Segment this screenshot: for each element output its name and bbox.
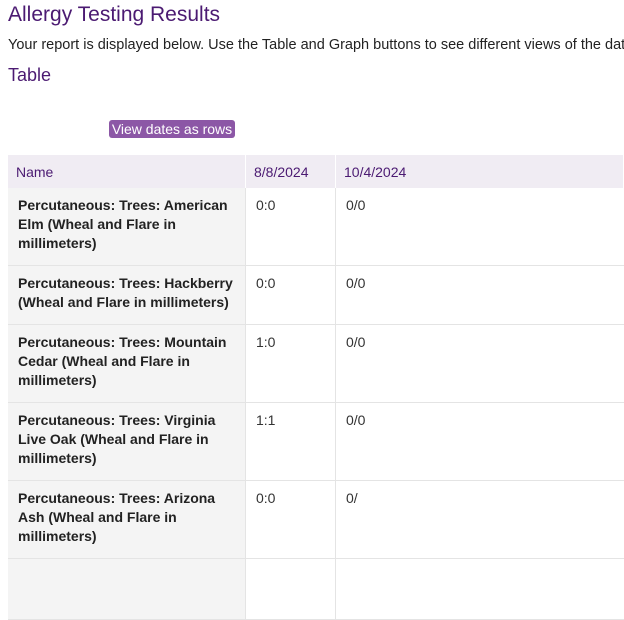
table-row [8, 558, 624, 620]
result-cell: 1:0 [245, 324, 336, 403]
view-toggle-button[interactable]: View dates as rows [109, 120, 235, 138]
allergen-name: Percutaneous: Trees: Hackberry (Wheal an… [8, 265, 246, 325]
section-title: Table [8, 65, 52, 85]
result-cell: 1:1 [245, 402, 336, 481]
empty-cell [335, 558, 624, 620]
result-cell: 0:0 [245, 480, 336, 559]
column-header: 8/8/2024 [245, 155, 336, 188]
result-cell: 0/0 [335, 324, 624, 403]
allergen-name: Percutaneous: Trees: American Elm (Wheal… [8, 188, 246, 266]
page: Allergy Testing Results Your report is d… [8, 3, 624, 620]
column-header: 10/4/2024 [335, 155, 624, 188]
table-row: Percutaneous: Trees: American Elm (Wheal… [8, 188, 624, 266]
allergen-name: Percutaneous: Trees: Virginia Live Oak (… [8, 402, 246, 481]
result-cell: 0/0 [335, 188, 624, 266]
result-cell: 0/0 [335, 265, 624, 325]
table-row: Percutaneous: Trees: Virginia Live Oak (… [8, 402, 624, 481]
table-head: Name 8/8/2024 10/4/2024 [8, 155, 624, 188]
result-cell: 0/0 [335, 402, 624, 481]
page-title: Allergy Testing Results [8, 3, 221, 26]
result-cell: 0/ [335, 480, 624, 559]
header-row: Name 8/8/2024 10/4/2024 [8, 155, 624, 188]
table-body: Percutaneous: Trees: American Elm (Wheal… [8, 188, 624, 620]
table-row: Percutaneous: Trees: Hackberry (Wheal an… [8, 265, 624, 325]
allergen-name: Percutaneous: Trees: Arizona Ash (Wheal … [8, 480, 246, 559]
allergen-name: Percutaneous: Trees: Mountain Cedar (Whe… [8, 324, 246, 403]
result-cell: 0:0 [245, 188, 336, 266]
empty-cell [245, 558, 336, 620]
empty-cell [8, 558, 246, 620]
column-header: Name [8, 155, 246, 188]
results-table: Name 8/8/2024 10/4/2024 Percutaneous: Tree… [8, 155, 624, 620]
table-row: Percutaneous: Trees: Arizona Ash (Wheal … [8, 480, 624, 559]
description: Your report is displayed below. Use the … [8, 37, 624, 53]
result-cell: 0:0 [245, 265, 336, 325]
table-row: Percutaneous: Trees: Mountain Cedar (Whe… [8, 324, 624, 403]
